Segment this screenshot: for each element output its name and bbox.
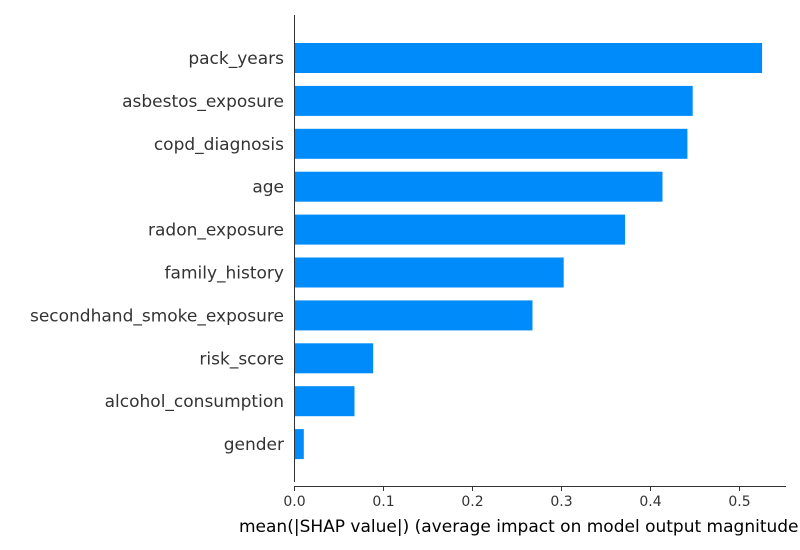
category-label: family_history [165, 264, 284, 284]
bar-asbestos-exposure [294, 85, 693, 116]
category-label: secondhand_smoke_exposure [30, 306, 284, 326]
category-label: radon_exposure [148, 221, 284, 241]
bar-alcohol-consumption [294, 386, 355, 417]
bar-pack-years [294, 43, 763, 73]
category-label: gender [224, 435, 284, 455]
category-label: age [252, 178, 284, 198]
x-tick-label: 0.3 [550, 494, 572, 510]
x-tick-label: 0.2 [461, 494, 483, 510]
bar-risk-score [294, 343, 374, 374]
bar-gender [294, 429, 304, 460]
bar-family-history [294, 257, 564, 288]
x-axis-title: mean(|SHAP value|) (average impact on mo… [239, 517, 800, 537]
category-label: copd_diagnosis [154, 135, 284, 155]
x-tick-label: 0.1 [372, 494, 394, 510]
x-axis-ticks: 0.0 0.1 0.2 0.3 0.4 0.5 [283, 486, 751, 510]
category-label: alcohol_consumption [105, 392, 284, 412]
bar-age [294, 171, 663, 202]
bar-secondhand-smoke-exposure [294, 300, 533, 331]
x-tick-label: 0.0 [283, 494, 305, 510]
category-label: risk_score [199, 349, 284, 369]
category-label: asbestos_exposure [122, 92, 284, 112]
x-tick-label: 0.4 [639, 494, 661, 510]
category-label: pack_years [188, 49, 284, 69]
category-labels: pack_years asbestos_exposure copd_diagnosi… [30, 49, 284, 455]
bar-copd-diagnosis [294, 128, 688, 159]
bar-radon-exposure [294, 214, 626, 245]
bars-group [294, 43, 763, 460]
x-tick-label: 0.5 [728, 494, 750, 510]
